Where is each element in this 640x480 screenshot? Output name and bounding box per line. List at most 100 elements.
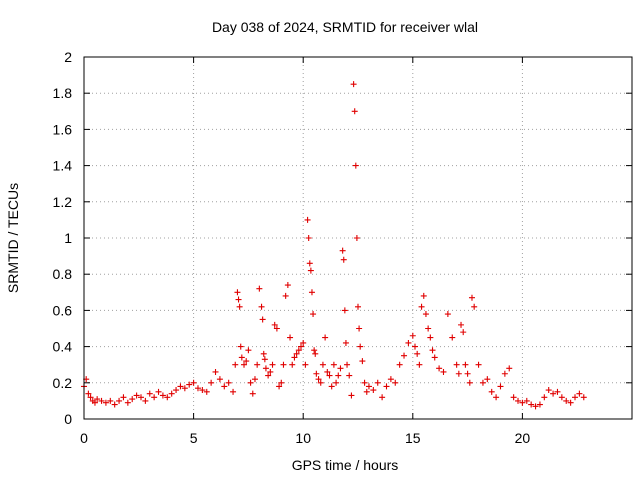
data-point (271, 321, 278, 328)
data-point (237, 343, 244, 350)
data-point (129, 396, 136, 403)
data-point (295, 347, 302, 354)
data-point (91, 399, 98, 406)
data-point (416, 361, 423, 368)
data-point (94, 396, 101, 403)
data-point (396, 361, 403, 368)
data-point (363, 388, 370, 395)
data-point (330, 361, 337, 368)
data-point (414, 350, 421, 357)
data-point (411, 343, 418, 350)
data-point (258, 303, 265, 310)
data-point (357, 343, 364, 350)
data-point (235, 296, 242, 303)
data-point (310, 311, 317, 318)
data-point (550, 390, 557, 397)
data-point (580, 394, 587, 401)
data-point (238, 354, 245, 361)
data-point (453, 361, 460, 368)
data-point (401, 352, 408, 359)
data-point (328, 383, 335, 390)
data-points (81, 81, 587, 410)
data-point (259, 316, 266, 323)
data-point (256, 285, 263, 292)
data-point (353, 235, 360, 241)
data-point (370, 387, 377, 394)
data-point (322, 334, 329, 341)
data-point (536, 401, 543, 408)
data-point (405, 339, 412, 346)
data-point (488, 388, 495, 395)
data-point (466, 379, 473, 386)
y-tick-label: 1 (64, 230, 72, 246)
data-point (392, 379, 399, 386)
data-point (280, 361, 287, 368)
data-point (436, 365, 443, 372)
y-tick-label: 1.2 (53, 194, 73, 210)
data-point (124, 399, 131, 406)
x-tick-label: 20 (515, 430, 531, 446)
data-point (523, 397, 530, 404)
data-point (460, 329, 467, 336)
data-point (289, 361, 296, 368)
data-point (519, 399, 526, 406)
plot-frame (83, 56, 633, 420)
data-point (468, 294, 475, 301)
data-point (348, 392, 355, 399)
data-point (173, 387, 180, 394)
data-point (315, 376, 322, 383)
data-point (267, 368, 274, 375)
data-point (431, 354, 438, 361)
data-point (545, 387, 552, 394)
data-point (365, 383, 372, 390)
data-point (317, 379, 324, 386)
data-point (203, 388, 210, 395)
data-point (120, 394, 127, 401)
y-axis-label: SRMTID / TECUs (5, 183, 21, 293)
data-point (335, 372, 342, 379)
data-point (307, 267, 314, 274)
data-point (352, 162, 359, 169)
data-point (247, 379, 254, 386)
data-point (479, 379, 486, 386)
y-tick-label: 1.4 (53, 158, 73, 174)
data-point (339, 247, 346, 254)
y-tick-label: 2 (64, 49, 72, 65)
data-point (356, 325, 363, 332)
x-tick-label: 15 (405, 430, 421, 446)
data-point (261, 356, 268, 363)
data-point (497, 383, 504, 390)
y-tick-label: 0.4 (53, 339, 73, 355)
data-point (155, 388, 162, 395)
data-point (379, 394, 386, 401)
data-point (528, 401, 535, 408)
data-point (186, 381, 193, 388)
data-point (350, 81, 357, 88)
data-point (326, 372, 333, 379)
data-point (212, 368, 219, 375)
data-point (312, 350, 319, 357)
data-point (572, 394, 579, 401)
data-point (298, 343, 305, 350)
data-point (302, 361, 309, 368)
data-point (276, 383, 283, 390)
data-point (471, 303, 478, 310)
data-point (346, 372, 353, 379)
data-point (142, 397, 149, 404)
data-point (427, 334, 434, 341)
data-point (208, 379, 215, 386)
data-point (194, 385, 201, 392)
data-point (137, 394, 144, 401)
data-point (85, 390, 92, 397)
data-point (221, 383, 228, 390)
data-point (409, 332, 416, 339)
data-point (278, 379, 285, 386)
data-point (337, 365, 344, 372)
data-point (273, 325, 280, 332)
data-point (554, 388, 561, 395)
data-point (241, 361, 248, 368)
x-tick-label: 10 (295, 430, 311, 446)
data-point (493, 394, 500, 401)
